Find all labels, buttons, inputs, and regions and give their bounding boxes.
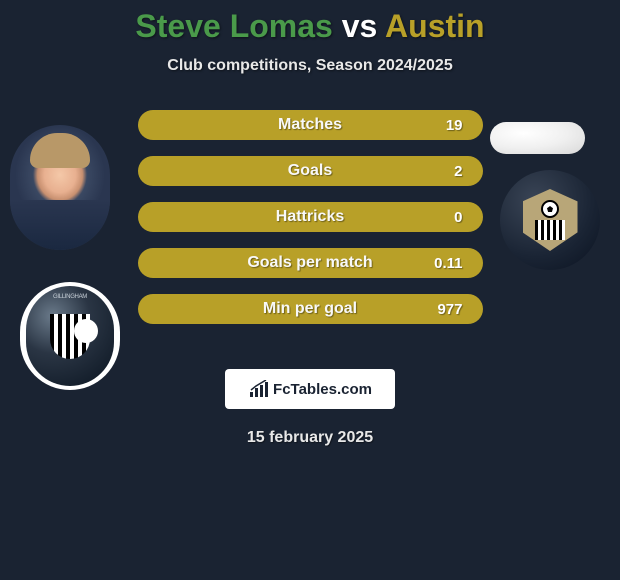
stat-value: 0.11: [434, 255, 462, 272]
stat-value: 19: [446, 117, 463, 134]
player1-name: Steve Lomas: [135, 8, 332, 44]
stat-value: 977: [437, 301, 462, 318]
subtitle: Club competitions, Season 2024/2025: [0, 57, 620, 75]
gillingham-badge-icon: GILLINGHAM: [26, 286, 114, 386]
stat-row-hattricks: Hattricks 0: [138, 202, 483, 232]
chart-icon: [248, 380, 270, 398]
stat-row-goals-per-match: Goals per match 0.11: [138, 248, 483, 278]
stat-value: 0: [454, 209, 462, 226]
player1-face-icon: [10, 125, 110, 250]
player1-photo: [10, 125, 110, 250]
stat-row-min-per-goal: Min per goal 977: [138, 294, 483, 324]
stat-row-goals: Goals 2: [138, 156, 483, 186]
player1-club-badge: GILLINGHAM: [20, 282, 120, 390]
page-title: Steve Lomas vs Austin: [0, 8, 620, 45]
stat-label: Hattricks: [276, 208, 344, 226]
comparison-container: Steve Lomas vs Austin Club competitions,…: [0, 0, 620, 447]
player2-photo: [490, 122, 585, 154]
stat-row-matches: Matches 19: [138, 110, 483, 140]
stat-label: Min per goal: [263, 300, 357, 318]
stat-rows: Matches 19 Goals 2 Hattricks 0 Goals per…: [138, 110, 483, 324]
player2-name: Austin: [385, 8, 485, 44]
notts-county-badge-icon: [515, 181, 585, 259]
date-text: 15 february 2025: [0, 429, 620, 447]
stat-label: Goals per match: [247, 254, 372, 272]
fctables-logo[interactable]: FcTables.com: [225, 369, 395, 409]
stat-value: 2: [454, 163, 462, 180]
logo-text: FcTables.com: [273, 381, 372, 398]
player2-club-badge: [500, 170, 600, 270]
stat-label: Goals: [288, 162, 332, 180]
stat-label: Matches: [278, 116, 342, 134]
vs-text: vs: [342, 8, 378, 44]
